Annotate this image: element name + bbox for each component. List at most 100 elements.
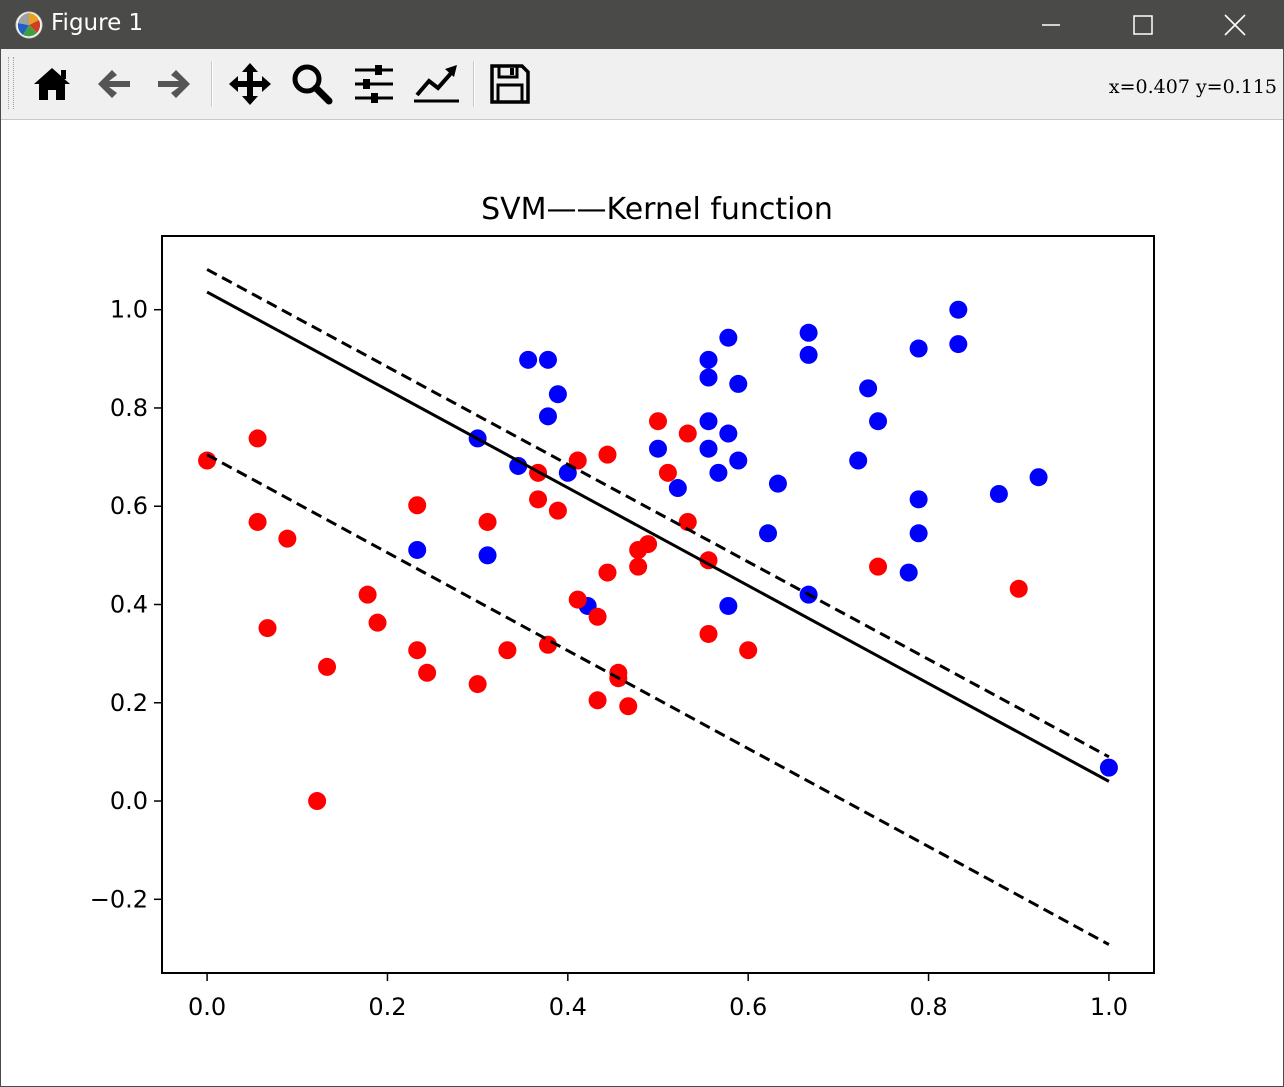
- home-icon: [34, 68, 70, 100]
- data-point: [408, 641, 427, 660]
- data-point: [699, 412, 718, 431]
- data-point: [368, 613, 387, 632]
- plot-area: 0.0 0.2 0.4 0.6 0.8 1.0 −0.2 0.0 0.2 0.4 0.6 0.8 1.0: [90, 235, 1155, 1021]
- data-point: [729, 451, 748, 470]
- y-tick-label: 0.8: [110, 394, 148, 422]
- data-point: [849, 451, 868, 470]
- data-point: [649, 412, 667, 431]
- matplotlib-logo-icon: [15, 11, 43, 39]
- data-point: [598, 563, 617, 582]
- x-tick-label: 1.0: [1090, 993, 1128, 1021]
- y-tick-label: −0.2: [90, 885, 148, 913]
- data-point: [568, 451, 587, 470]
- zoom-button[interactable]: [287, 59, 337, 109]
- data-point: [949, 300, 968, 319]
- data-point: [408, 540, 427, 559]
- back-arrow-icon: [98, 70, 130, 98]
- data-point: [649, 439, 667, 458]
- toolbar-separator: [211, 61, 213, 107]
- data-point: [418, 663, 437, 682]
- data-point: [258, 619, 277, 638]
- y-tick-label: 0.4: [110, 591, 148, 619]
- minimize-icon: [1042, 24, 1060, 26]
- maximize-icon: [1133, 15, 1153, 35]
- x-tick-label: 0.4: [549, 993, 587, 1021]
- x-tick-label: 0.8: [909, 993, 947, 1021]
- data-point: [909, 490, 928, 509]
- data-point: [1009, 579, 1028, 598]
- data-point: [899, 563, 918, 582]
- chart-canvas[interactable]: SVM——Kernel function 0.0 0.2 0.4 0.6 0.8 1.0 −…: [1, 120, 1283, 1084]
- data-point: [198, 451, 217, 470]
- forward-arrow-icon: [158, 70, 190, 98]
- edit-axes-button[interactable]: [411, 59, 461, 109]
- data-point: [598, 445, 617, 464]
- data-point: [719, 596, 738, 615]
- save-button[interactable]: [485, 59, 535, 109]
- y-tick-label: 1.0: [110, 296, 148, 324]
- data-point: [719, 328, 738, 347]
- data-point: [468, 675, 487, 694]
- data-point: [678, 424, 697, 443]
- decision-boundary-line: [206, 290, 1110, 783]
- data-point: [799, 345, 818, 364]
- data-point: [519, 350, 538, 369]
- navigation-toolbar: x=0.407 y=0.115: [1, 49, 1283, 120]
- data-point: [408, 496, 427, 515]
- data-point: [729, 374, 748, 393]
- minimize-button[interactable]: [1005, 1, 1097, 49]
- data-point: [658, 463, 677, 482]
- data-point: [548, 501, 567, 520]
- forward-button[interactable]: [149, 59, 199, 109]
- y-tick-label: 0.6: [110, 492, 148, 520]
- axes-frame: [161, 235, 1155, 974]
- maximize-button[interactable]: [1097, 1, 1189, 49]
- data-point: [869, 412, 888, 431]
- data-point: [588, 607, 607, 626]
- cursor-coordinates: x=0.407 y=0.115: [1108, 76, 1277, 98]
- data-point: [859, 379, 878, 398]
- chart-title: SVM——Kernel function: [481, 192, 833, 227]
- data-point: [719, 424, 738, 443]
- x-tick-label: 0.0: [188, 993, 226, 1021]
- data-point: [538, 635, 557, 654]
- data-point: [358, 585, 377, 604]
- pan-button[interactable]: [225, 59, 275, 109]
- data-point: [699, 368, 718, 387]
- back-button[interactable]: [89, 59, 139, 109]
- data-point: [568, 590, 587, 609]
- toolbar-grip[interactable]: [8, 57, 14, 109]
- y-tick-label: 0.0: [110, 787, 148, 815]
- data-point: [248, 512, 267, 531]
- data-point: [619, 697, 638, 716]
- data-point: [278, 529, 297, 548]
- data-point: [989, 484, 1008, 503]
- save-icon: [490, 64, 530, 104]
- data-point: [509, 456, 528, 475]
- x-tick-label: 0.2: [368, 993, 406, 1021]
- y-tick-label: 0.2: [110, 689, 148, 717]
- home-button[interactable]: [27, 59, 77, 109]
- data-point: [768, 474, 787, 493]
- toolbar-separator: [473, 61, 475, 107]
- title-bar[interactable]: Figure 1: [1, 1, 1283, 49]
- zoom-icon: [292, 64, 333, 105]
- data-point: [869, 557, 888, 576]
- data-point: [478, 512, 497, 531]
- data-point: [588, 691, 607, 710]
- subplots-config-button[interactable]: [349, 59, 399, 109]
- data-point: [529, 490, 548, 509]
- close-button[interactable]: [1189, 1, 1281, 49]
- data-point: [739, 641, 758, 660]
- data-point: [318, 657, 337, 676]
- data-point: [668, 479, 687, 498]
- data-point: [949, 335, 968, 354]
- subplots-config-icon: [355, 65, 393, 103]
- data-point: [498, 641, 517, 660]
- data-point: [538, 407, 557, 426]
- data-point: [1099, 758, 1118, 777]
- edit-axes-icon: [414, 65, 459, 103]
- data-point: [538, 350, 557, 369]
- margin-line: [206, 268, 1110, 759]
